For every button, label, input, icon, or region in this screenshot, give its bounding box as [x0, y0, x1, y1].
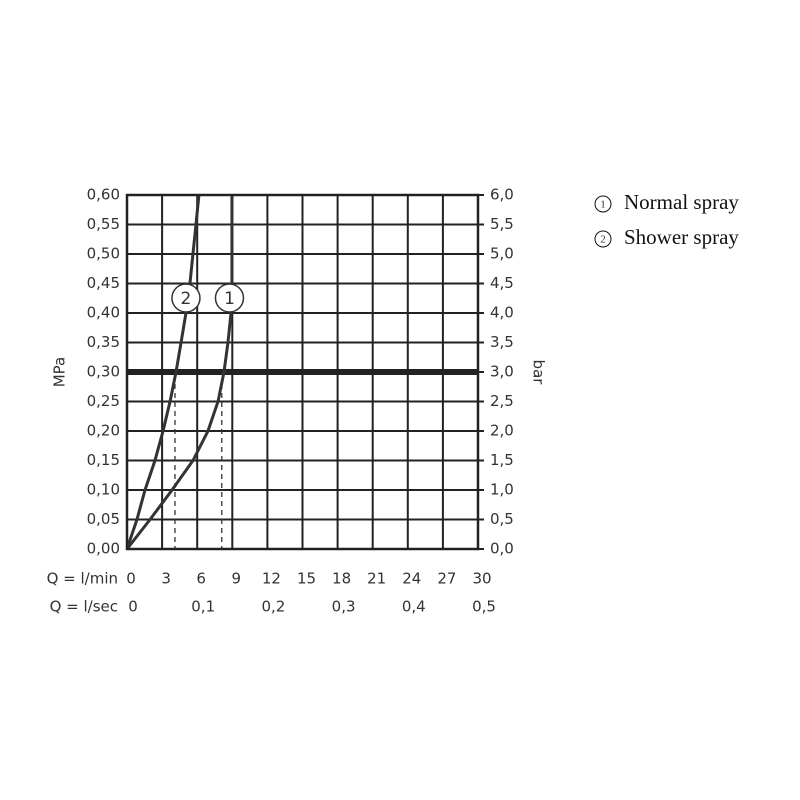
curve-label-circle	[214, 283, 245, 313]
y-tick-label: 0,20	[87, 422, 120, 440]
x-tick-label: 12	[262, 570, 281, 588]
y2-tick-label: 0,0	[490, 540, 514, 558]
x-tick-label: 18	[332, 570, 351, 588]
y-tick-label: 0,55	[87, 215, 120, 233]
x2-tick-label: 0,5	[472, 598, 496, 616]
y-tick-label: 0,15	[87, 451, 120, 469]
x-tick-label: 27	[437, 570, 456, 588]
curve-label: 2	[181, 289, 192, 309]
legend-symbol-number: 2	[600, 234, 606, 246]
x-tick-label: 9	[232, 570, 242, 588]
legend-symbol	[594, 230, 612, 248]
y-tick-label: 0,35	[87, 333, 120, 351]
x-tick-label: 30	[472, 570, 491, 588]
legend-entry: Normal spray	[624, 190, 739, 214]
x-tick-label: 21	[367, 570, 386, 588]
x2-tick-label: 0,3	[332, 598, 356, 616]
y-tick-label: 0,10	[87, 481, 120, 499]
y-axis-label: MPa	[51, 357, 69, 388]
y-tick-label: 0,30	[87, 363, 120, 381]
curve-label-circle	[171, 283, 201, 313]
y2-tick-label: 6,0	[490, 186, 514, 204]
curve-label: 1	[224, 289, 235, 309]
y-tick-label: 0,25	[87, 392, 120, 410]
x-tick-label: 24	[402, 570, 421, 588]
x-tick-label: 0	[126, 570, 136, 588]
y2-tick-label: 2,0	[490, 422, 514, 440]
y-tick-label: 0,40	[87, 304, 120, 322]
plot-border	[125, 193, 480, 551]
y2-axis-label: bar	[530, 360, 548, 386]
x2-tick-label: 0,1	[191, 598, 215, 616]
x-tick-label: 15	[297, 570, 316, 588]
y-tick-label: 0,45	[87, 274, 120, 292]
y2-tick-label: 2,5	[490, 392, 514, 410]
y-tick-label: 0,00	[87, 540, 120, 558]
y2-tick-label: 3,5	[490, 333, 514, 351]
y2-tick-label: 5,0	[490, 245, 514, 263]
x2-tick-label: 0,2	[261, 598, 285, 616]
legend-symbol	[594, 195, 612, 213]
x-tick-label: 3	[161, 570, 171, 588]
y2-tick-label: 3,0	[490, 363, 514, 381]
y2-tick-label: 5,5	[490, 215, 514, 233]
y-tick-label: 0,05	[87, 510, 120, 528]
y2-tick-label: 0,5	[490, 510, 514, 528]
legend-symbol-number: 1	[600, 199, 606, 211]
x-tick-label: 6	[196, 570, 206, 588]
y2-tick-label: 1,5	[490, 451, 514, 469]
x2-tick-label: 0	[128, 598, 138, 616]
y-tick-label: 0,60	[87, 186, 120, 204]
x2-tick-label: 0,4	[402, 598, 426, 616]
legend-entry: Shower spray	[624, 225, 739, 249]
y2-tick-label: 4,0	[490, 304, 514, 322]
x-axis-label: Q = l/min	[47, 570, 118, 588]
y2-tick-label: 1,0	[490, 481, 514, 499]
x2-axis-label: Q = l/sec	[50, 598, 118, 616]
y-tick-label: 0,50	[87, 245, 120, 263]
y2-tick-label: 4,5	[490, 274, 514, 292]
